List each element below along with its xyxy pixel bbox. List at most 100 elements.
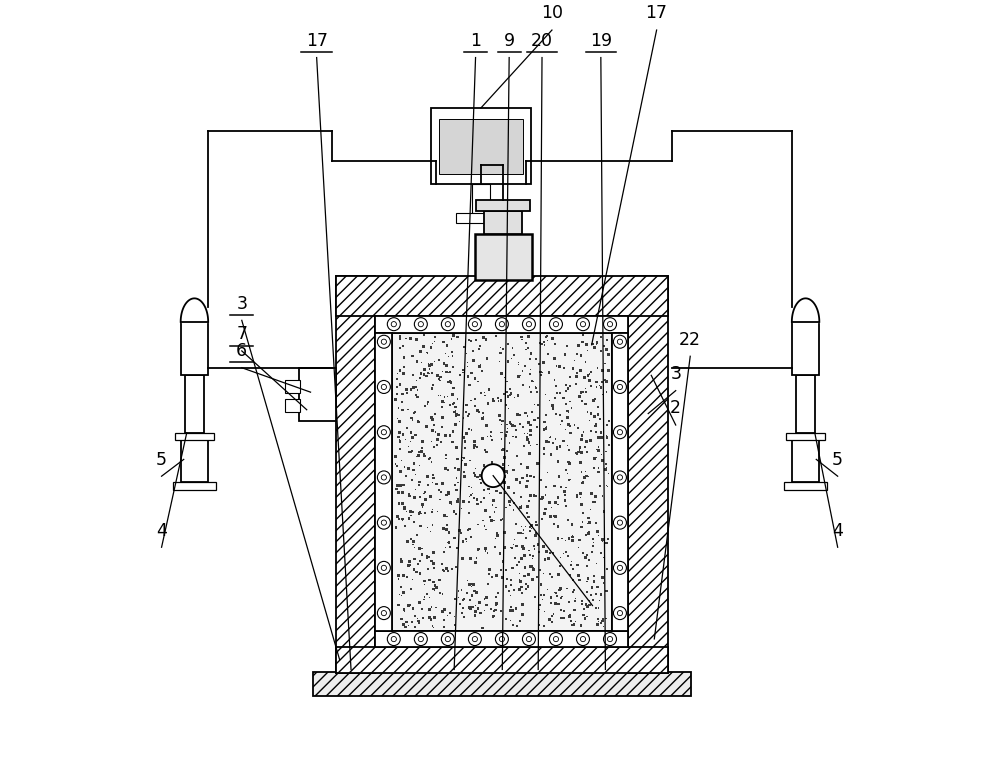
Point bbox=[479, 599, 495, 611]
Point bbox=[433, 486, 449, 498]
Circle shape bbox=[580, 636, 586, 642]
Point bbox=[468, 334, 484, 346]
Point bbox=[542, 395, 558, 407]
Point bbox=[589, 336, 605, 348]
Point bbox=[552, 582, 568, 594]
Point bbox=[478, 446, 494, 458]
Point bbox=[445, 361, 461, 373]
Point bbox=[469, 552, 485, 564]
Point bbox=[506, 497, 522, 509]
Bar bbox=[336, 648, 668, 673]
Point bbox=[445, 398, 461, 410]
Bar bbox=[792, 322, 819, 375]
Point bbox=[402, 505, 418, 517]
Circle shape bbox=[468, 632, 481, 646]
Point bbox=[559, 467, 575, 480]
Point bbox=[449, 484, 465, 496]
Point bbox=[517, 407, 533, 420]
Point bbox=[388, 450, 404, 463]
Point bbox=[470, 519, 486, 531]
Point bbox=[572, 534, 588, 546]
Point bbox=[575, 426, 591, 438]
Point bbox=[521, 330, 537, 342]
Point bbox=[461, 491, 477, 503]
Point bbox=[405, 602, 421, 615]
Point bbox=[550, 568, 566, 580]
Point bbox=[395, 340, 411, 352]
Point bbox=[552, 418, 568, 430]
Point bbox=[495, 556, 511, 568]
Point bbox=[554, 533, 570, 545]
Point bbox=[583, 407, 599, 420]
Point bbox=[580, 471, 596, 483]
Point bbox=[429, 478, 445, 490]
Point bbox=[584, 581, 600, 594]
Point bbox=[488, 485, 504, 497]
Point bbox=[418, 420, 434, 433]
Point bbox=[411, 476, 427, 488]
Point bbox=[412, 519, 428, 532]
Point bbox=[502, 389, 518, 402]
Point bbox=[504, 604, 520, 617]
Circle shape bbox=[617, 430, 623, 435]
Point bbox=[426, 419, 442, 431]
Point bbox=[598, 479, 614, 491]
Point bbox=[550, 456, 566, 468]
Point bbox=[408, 381, 424, 393]
Point bbox=[436, 546, 452, 559]
Point bbox=[490, 392, 506, 405]
Point bbox=[432, 493, 448, 505]
Point bbox=[496, 464, 512, 476]
Point bbox=[492, 547, 508, 560]
Point bbox=[434, 411, 450, 423]
Point bbox=[578, 552, 594, 564]
Point bbox=[465, 487, 481, 499]
Circle shape bbox=[377, 381, 390, 393]
Point bbox=[525, 375, 541, 388]
Point bbox=[549, 387, 565, 399]
Point bbox=[392, 443, 408, 455]
Point bbox=[506, 487, 522, 499]
Point bbox=[597, 374, 613, 386]
Point bbox=[575, 476, 591, 488]
Point bbox=[560, 382, 576, 395]
Point bbox=[566, 354, 582, 367]
Point bbox=[546, 509, 562, 522]
Point bbox=[477, 444, 493, 457]
Point bbox=[436, 336, 452, 348]
Point bbox=[538, 489, 554, 502]
Point bbox=[406, 491, 422, 503]
Point bbox=[403, 383, 419, 396]
Point bbox=[450, 464, 466, 476]
Point bbox=[414, 542, 430, 554]
Point bbox=[405, 506, 421, 519]
Point bbox=[396, 604, 412, 616]
Point bbox=[560, 412, 576, 424]
Point bbox=[389, 483, 405, 495]
Bar bbox=[285, 380, 300, 393]
Point bbox=[425, 468, 441, 481]
Point bbox=[502, 499, 518, 512]
Point bbox=[499, 445, 515, 457]
Point bbox=[447, 462, 463, 474]
Circle shape bbox=[617, 474, 623, 480]
Point bbox=[579, 601, 595, 613]
Bar bbox=[375, 631, 628, 648]
Point bbox=[416, 368, 432, 381]
Point bbox=[458, 406, 474, 419]
Point bbox=[599, 481, 615, 493]
Point bbox=[429, 439, 445, 451]
Point bbox=[514, 499, 530, 512]
Point bbox=[435, 564, 451, 577]
Circle shape bbox=[387, 317, 400, 330]
Point bbox=[407, 621, 423, 633]
Point bbox=[521, 437, 537, 449]
Point bbox=[519, 433, 535, 446]
Point bbox=[525, 553, 541, 565]
Point bbox=[448, 472, 464, 485]
Text: 4: 4 bbox=[156, 522, 167, 539]
Point bbox=[443, 376, 459, 389]
Point bbox=[497, 372, 513, 384]
Bar bbox=[784, 482, 827, 490]
Point bbox=[512, 418, 528, 430]
